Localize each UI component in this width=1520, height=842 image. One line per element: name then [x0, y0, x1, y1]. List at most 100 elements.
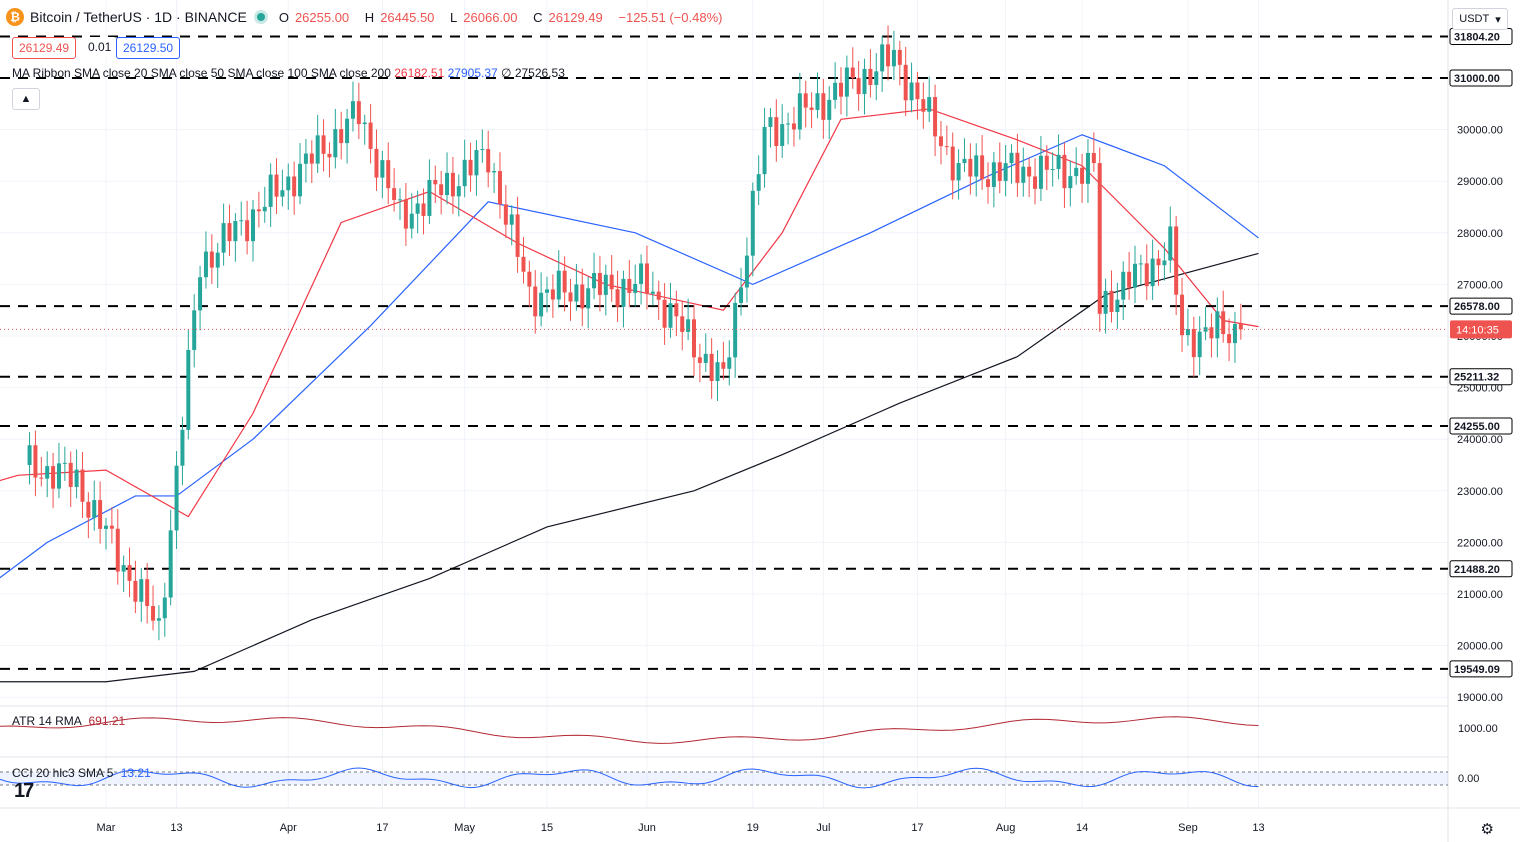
candle-body[interactable]	[868, 68, 873, 85]
candle-body[interactable]	[1044, 155, 1049, 170]
candle-body[interactable]	[986, 179, 990, 187]
candle-body[interactable]	[874, 71, 879, 85]
candle-body[interactable]	[227, 223, 232, 242]
candle-body[interactable]	[844, 67, 849, 97]
candle-body[interactable]	[1091, 153, 1096, 164]
candle-body[interactable]	[139, 579, 144, 602]
candle-body[interactable]	[927, 97, 932, 112]
candle-body[interactable]	[1027, 166, 1032, 177]
candle-body[interactable]	[268, 174, 273, 207]
candle-body[interactable]	[627, 278, 632, 293]
candle-body[interactable]	[1080, 167, 1085, 184]
candle-body[interactable]	[1156, 258, 1161, 266]
candle-body[interactable]	[721, 362, 726, 369]
candle-body[interactable]	[962, 158, 967, 164]
candle-body[interactable]	[356, 101, 361, 125]
candle-body[interactable]	[1227, 334, 1232, 344]
candle-body[interactable]	[1056, 154, 1061, 169]
candle-body[interactable]	[186, 349, 191, 430]
candle-body[interactable]	[509, 214, 514, 225]
candle-body[interactable]	[821, 93, 826, 120]
candle-body[interactable]	[656, 291, 661, 300]
candle-body[interactable]	[527, 271, 532, 287]
candle-body[interactable]	[709, 353, 714, 382]
candle-body[interactable]	[715, 362, 720, 382]
candle-body[interactable]	[833, 82, 838, 100]
candle-body[interactable]	[380, 160, 385, 178]
candle-body[interactable]	[774, 117, 779, 147]
candle-body[interactable]	[780, 124, 785, 147]
candle-body[interactable]	[62, 462, 67, 464]
candle-body[interactable]	[203, 251, 208, 278]
candle-body[interactable]	[221, 223, 226, 253]
candle-body[interactable]	[680, 316, 685, 332]
candle-body[interactable]	[727, 357, 732, 369]
candle-body[interactable]	[1062, 154, 1067, 189]
candle-body[interactable]	[1015, 152, 1020, 183]
candle-body[interactable]	[886, 44, 891, 67]
candle-body[interactable]	[980, 155, 985, 180]
candle-body[interactable]	[450, 172, 455, 197]
candle-body[interactable]	[521, 256, 526, 272]
candle-body[interactable]	[1185, 328, 1190, 336]
candle-body[interactable]	[592, 273, 597, 289]
candle-body[interactable]	[891, 49, 896, 67]
candle-body[interactable]	[409, 213, 414, 229]
candle-body[interactable]	[51, 466, 56, 489]
candle-body[interactable]	[809, 107, 814, 110]
candle-body[interactable]	[739, 287, 744, 303]
candle-body[interactable]	[827, 99, 832, 120]
candle-body[interactable]	[915, 82, 920, 100]
candle-body[interactable]	[104, 525, 108, 529]
candle-body[interactable]	[1085, 153, 1090, 184]
candle-body[interactable]	[345, 118, 350, 144]
candle-body[interactable]	[815, 93, 820, 110]
candle-body[interactable]	[327, 153, 332, 158]
candle-body[interactable]	[997, 162, 1002, 181]
candle-body[interactable]	[856, 78, 861, 95]
candle-body[interactable]	[697, 357, 702, 363]
candle-body[interactable]	[245, 220, 250, 242]
candle-body[interactable]	[668, 303, 673, 328]
candle-body[interactable]	[674, 303, 679, 317]
candle-body[interactable]	[1050, 168, 1055, 170]
atr-legend[interactable]: ATR 14 RMA 691.21	[12, 714, 126, 728]
candle-body[interactable]	[744, 255, 749, 288]
candle-body[interactable]	[944, 146, 949, 148]
sell-price-button[interactable]: 26129.49	[12, 37, 77, 59]
candle-body[interactable]	[145, 579, 150, 607]
candle-body[interactable]	[1138, 263, 1143, 265]
candle-body[interactable]	[1209, 327, 1214, 339]
candle-body[interactable]	[39, 477, 44, 479]
candle-body[interactable]	[1003, 163, 1008, 181]
candle-body[interactable]	[909, 82, 914, 101]
candle-body[interactable]	[1097, 163, 1102, 314]
candle-body[interactable]	[274, 174, 279, 197]
gear-icon[interactable]: ⚙	[1480, 821, 1494, 838]
candle-body[interactable]	[109, 525, 114, 529]
candle-body[interactable]	[580, 284, 585, 309]
candle-body[interactable]	[256, 209, 261, 212]
candle-body[interactable]	[791, 123, 796, 130]
candle-body[interactable]	[121, 565, 126, 572]
candle-body[interactable]	[650, 291, 655, 294]
candle-body[interactable]	[968, 158, 973, 177]
candle-body[interactable]	[1238, 324, 1243, 330]
candle-body[interactable]	[556, 270, 561, 300]
candle-body[interactable]	[174, 465, 179, 531]
candle-body[interactable]	[568, 292, 573, 302]
candle-body[interactable]	[309, 153, 314, 164]
candle-body[interactable]	[321, 135, 326, 154]
candle-body[interactable]	[956, 163, 961, 181]
candle-body[interactable]	[1144, 263, 1149, 287]
candle-body[interactable]	[1021, 166, 1026, 183]
candle-body[interactable]	[545, 289, 549, 293]
candle-body[interactable]	[938, 136, 943, 147]
candle-body[interactable]	[386, 160, 391, 189]
candle-body[interactable]	[1068, 176, 1073, 189]
candle-body[interactable]	[398, 199, 402, 201]
candle-body[interactable]	[151, 606, 156, 621]
candle-body[interactable]	[486, 149, 491, 173]
candle-body[interactable]	[692, 319, 696, 358]
candle-body[interactable]	[1033, 176, 1038, 189]
